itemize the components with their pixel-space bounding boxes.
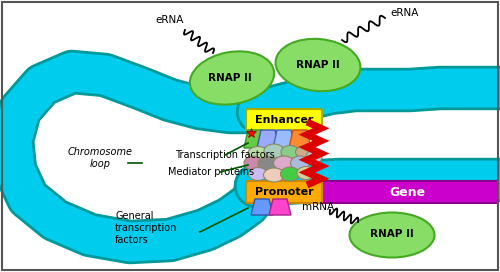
Ellipse shape (297, 166, 315, 180)
Text: Chromosome
loop: Chromosome loop (68, 147, 132, 169)
Text: General
transcription
factors: General transcription factors (115, 211, 178, 245)
Text: Enhancer: Enhancer (255, 115, 313, 125)
FancyBboxPatch shape (246, 181, 322, 203)
Ellipse shape (276, 39, 360, 91)
Polygon shape (257, 130, 279, 148)
Ellipse shape (350, 212, 434, 258)
Polygon shape (289, 130, 311, 148)
Polygon shape (269, 199, 291, 215)
Ellipse shape (306, 150, 322, 163)
Text: eRNA: eRNA (156, 15, 184, 25)
FancyBboxPatch shape (316, 181, 498, 203)
Ellipse shape (296, 146, 314, 159)
Ellipse shape (264, 168, 284, 182)
Text: Transcription factors: Transcription factors (175, 150, 275, 160)
Ellipse shape (190, 51, 274, 105)
Text: Gene: Gene (389, 186, 425, 199)
Ellipse shape (281, 146, 299, 159)
Text: RNAP II: RNAP II (296, 60, 340, 70)
Text: eRNA: eRNA (391, 8, 419, 18)
Ellipse shape (264, 144, 284, 158)
Text: RNAP II: RNAP II (208, 73, 252, 83)
Ellipse shape (280, 167, 299, 181)
Ellipse shape (244, 156, 262, 170)
Ellipse shape (258, 156, 278, 172)
Polygon shape (251, 199, 273, 215)
Ellipse shape (248, 168, 268, 181)
Polygon shape (273, 130, 295, 148)
FancyBboxPatch shape (246, 109, 322, 131)
Text: Mediator proteins: Mediator proteins (168, 167, 254, 177)
Ellipse shape (248, 147, 268, 159)
Text: RNAP II: RNAP II (370, 229, 414, 239)
Text: Promoter: Promoter (254, 187, 314, 197)
Polygon shape (244, 130, 266, 148)
Text: mRNA: mRNA (302, 202, 334, 212)
Ellipse shape (274, 156, 294, 170)
Ellipse shape (290, 156, 310, 170)
